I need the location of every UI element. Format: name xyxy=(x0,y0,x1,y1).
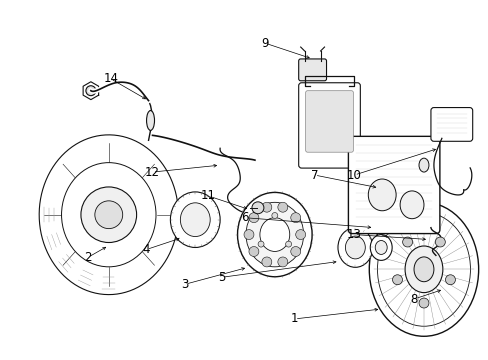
Ellipse shape xyxy=(180,203,210,237)
Circle shape xyxy=(251,202,264,214)
Ellipse shape xyxy=(369,235,391,260)
Ellipse shape xyxy=(418,158,428,172)
Circle shape xyxy=(392,275,402,285)
Circle shape xyxy=(418,298,428,308)
Ellipse shape xyxy=(368,202,478,336)
FancyBboxPatch shape xyxy=(298,59,326,81)
Ellipse shape xyxy=(146,111,154,130)
FancyBboxPatch shape xyxy=(305,91,353,152)
Circle shape xyxy=(290,213,300,222)
Text: 4: 4 xyxy=(142,243,150,256)
Text: 5: 5 xyxy=(218,271,225,284)
Circle shape xyxy=(277,202,287,212)
Ellipse shape xyxy=(170,192,220,247)
Circle shape xyxy=(81,187,136,243)
Circle shape xyxy=(402,237,412,247)
Ellipse shape xyxy=(345,236,365,259)
Ellipse shape xyxy=(237,192,311,277)
Text: 10: 10 xyxy=(346,168,361,181)
Ellipse shape xyxy=(413,257,433,282)
Text: 14: 14 xyxy=(103,72,118,85)
Ellipse shape xyxy=(86,86,96,96)
Circle shape xyxy=(262,257,271,267)
Text: 13: 13 xyxy=(346,228,361,241)
Text: 9: 9 xyxy=(261,37,268,50)
Ellipse shape xyxy=(367,179,395,211)
Text: 8: 8 xyxy=(409,293,417,306)
Text: 6: 6 xyxy=(241,211,248,224)
Ellipse shape xyxy=(404,246,442,293)
Text: 3: 3 xyxy=(181,278,189,291)
FancyBboxPatch shape xyxy=(347,136,439,234)
Circle shape xyxy=(95,201,122,229)
Ellipse shape xyxy=(374,240,386,255)
Ellipse shape xyxy=(399,191,423,219)
Circle shape xyxy=(248,213,258,222)
FancyBboxPatch shape xyxy=(298,83,360,168)
Ellipse shape xyxy=(260,218,289,251)
FancyBboxPatch shape xyxy=(430,108,472,141)
Text: 7: 7 xyxy=(310,168,318,181)
Circle shape xyxy=(290,247,300,256)
Text: 11: 11 xyxy=(200,189,215,202)
Circle shape xyxy=(262,202,271,212)
Text: 12: 12 xyxy=(145,166,160,179)
Ellipse shape xyxy=(337,228,372,267)
Text: 2: 2 xyxy=(84,251,91,264)
Circle shape xyxy=(258,241,264,247)
Circle shape xyxy=(295,230,305,239)
Circle shape xyxy=(271,212,277,219)
Circle shape xyxy=(248,247,258,256)
Circle shape xyxy=(244,230,253,239)
Circle shape xyxy=(434,237,445,247)
Ellipse shape xyxy=(377,212,469,326)
Circle shape xyxy=(285,241,291,247)
Ellipse shape xyxy=(245,202,303,267)
Text: 1: 1 xyxy=(290,312,298,325)
Circle shape xyxy=(445,275,454,285)
Circle shape xyxy=(277,257,287,267)
